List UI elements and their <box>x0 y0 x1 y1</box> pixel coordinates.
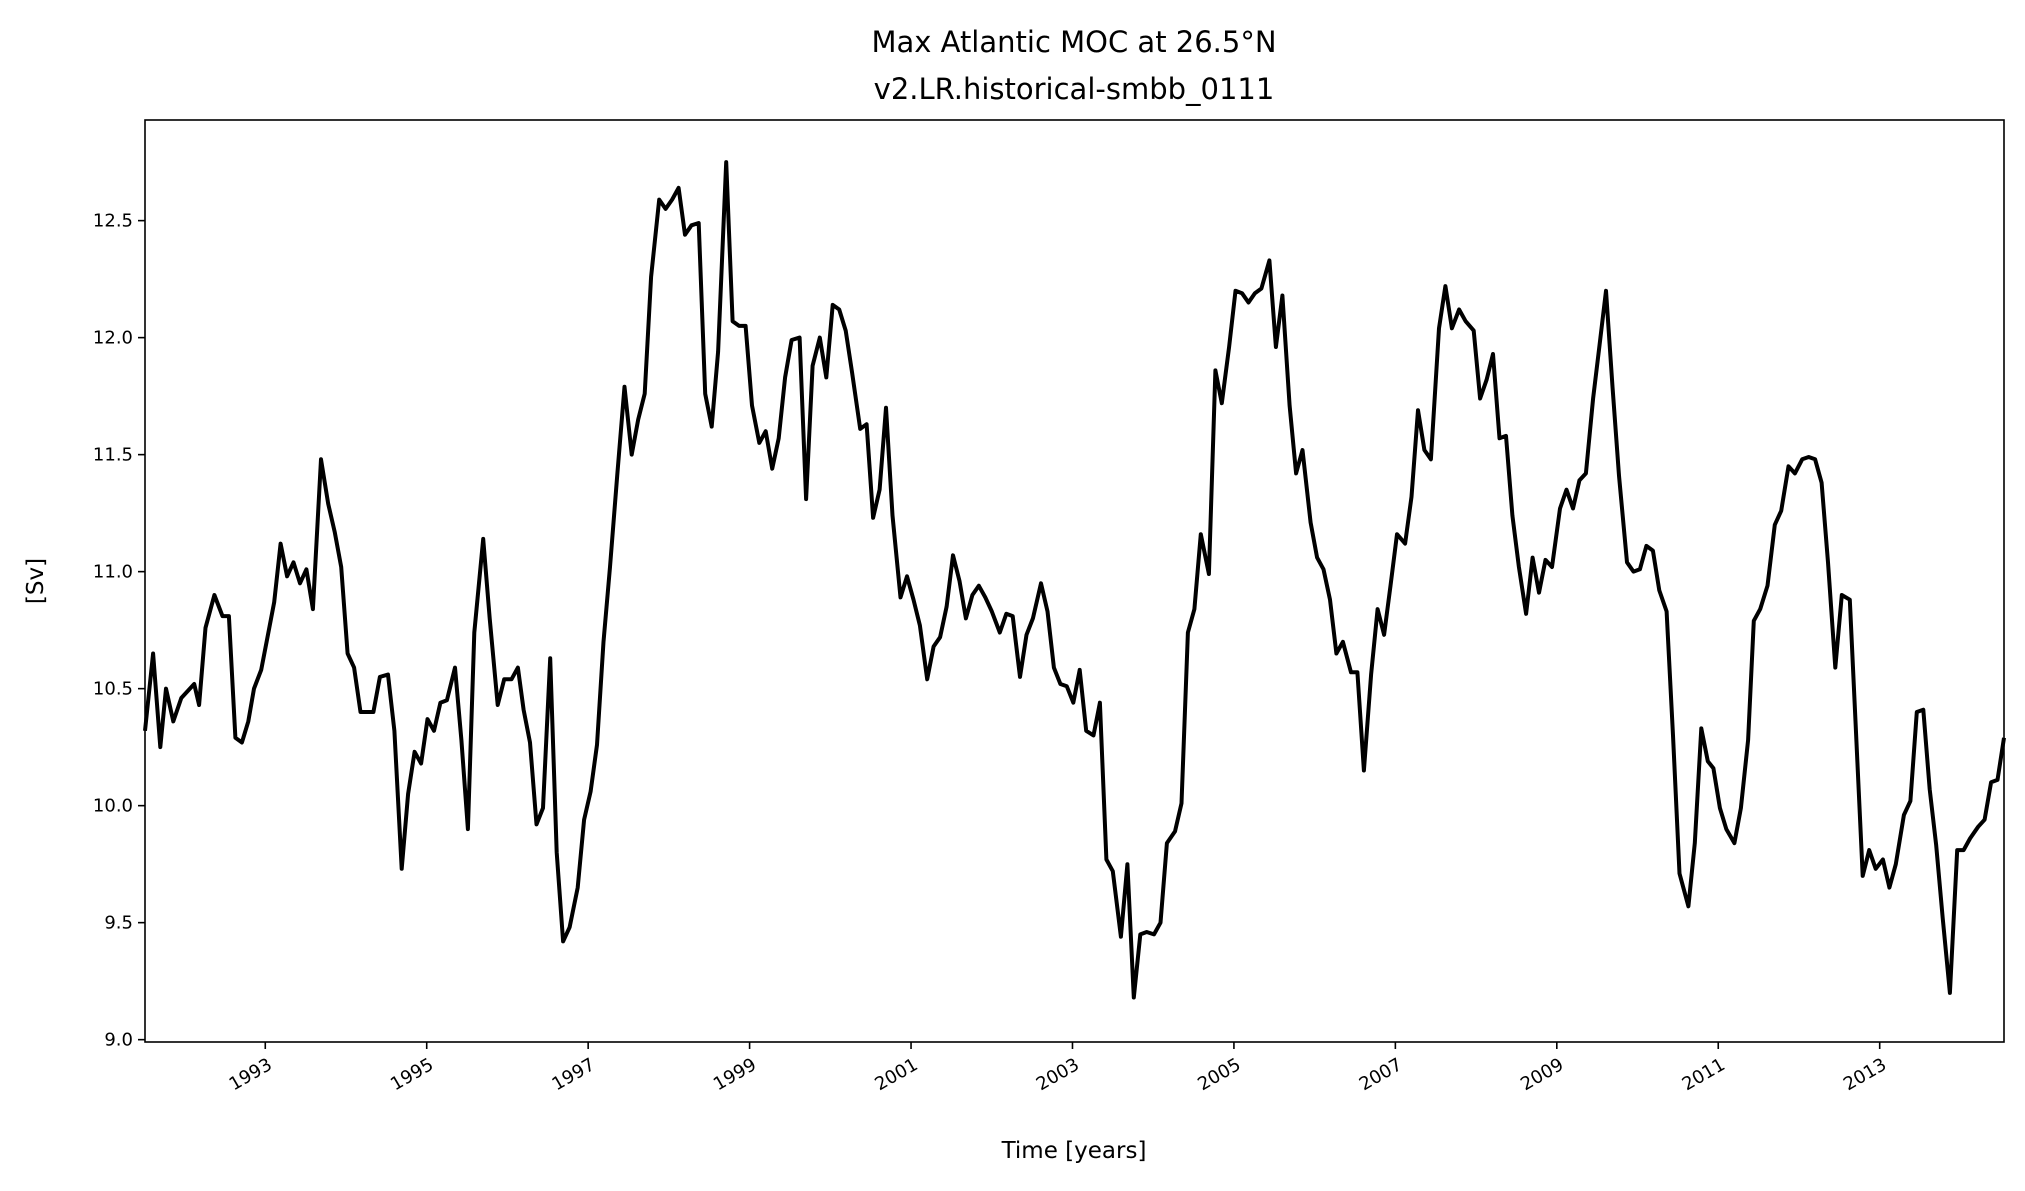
x-tick-label: 2013 <box>1840 1054 1890 1095</box>
x-axis-ticks: 1993 1995 1997 1999 2001 2003 2005 2007 2009 2011… <box>226 1042 1890 1095</box>
y-tick-label: 10.5 <box>93 679 133 700</box>
plot-frame <box>144 119 2005 1043</box>
x-tick-label: 1995 <box>387 1054 437 1095</box>
y-tick-label: 9.0 <box>104 1030 133 1051</box>
chart-subtitle: v2.LR.historical-smbb_0111 <box>874 72 1275 106</box>
y-tick-label: 10.0 <box>93 796 133 817</box>
y-tick-label: 11.5 <box>93 445 133 466</box>
y-tick-label: 9.5 <box>104 913 133 934</box>
y-axis-label: [Sv] <box>23 558 49 604</box>
series-line <box>143 160 2006 1000</box>
x-tick-label: 2005 <box>1194 1054 1244 1095</box>
x-tick-label: 1997 <box>548 1054 598 1095</box>
x-tick-label: 2003 <box>1033 1054 1083 1095</box>
x-axis-label: Time [years] <box>1001 1138 1147 1164</box>
x-tick-label: 1993 <box>226 1054 276 1095</box>
y-axis-ticks: 9.0 9.5 10.0 10.5 11.0 11.5 12.0 12.5 <box>93 211 145 1051</box>
y-tick-label: 12.0 <box>93 328 133 349</box>
x-tick-label: 2009 <box>1517 1054 1567 1095</box>
y-tick-label: 11.0 <box>93 562 133 583</box>
chart-title: Max Atlantic MOC at 26.5°N <box>871 25 1276 59</box>
x-tick-label: 1999 <box>710 1054 760 1095</box>
y-tick-label: 12.5 <box>93 211 133 232</box>
x-tick-label: 2011 <box>1679 1054 1729 1095</box>
x-tick-label: 2007 <box>1356 1054 1406 1095</box>
x-tick-label: 2001 <box>871 1054 921 1095</box>
